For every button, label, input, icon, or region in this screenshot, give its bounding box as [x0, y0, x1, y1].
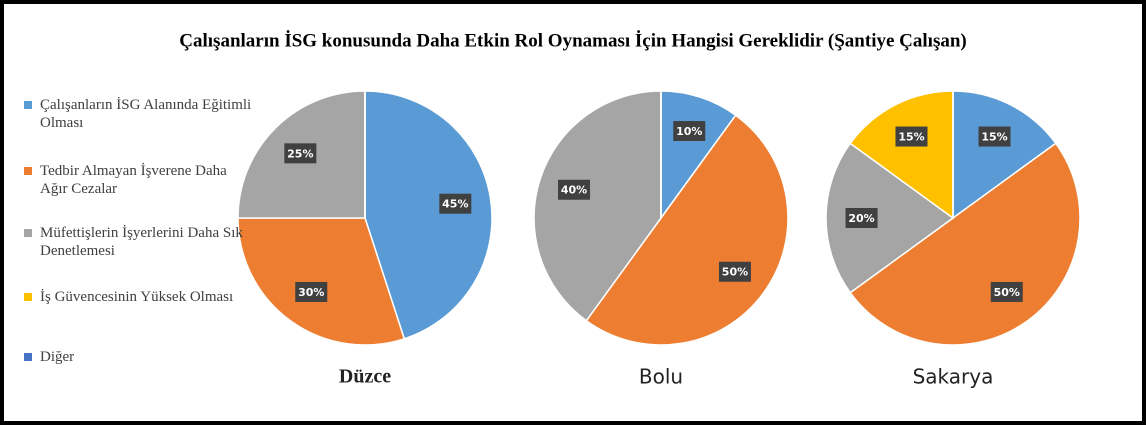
legend-swatch: [24, 101, 32, 109]
pie-title: Bolu: [639, 365, 683, 389]
pie-slice: [237, 217, 406, 346]
value-label: 20%: [848, 212, 874, 225]
value-label-bg: [295, 281, 328, 302]
value-label-bg: [718, 261, 751, 282]
legend-label: Çalışanların İSG Alanında Eğitimli Olmas…: [40, 97, 252, 131]
value-label-bg: [439, 193, 472, 214]
pie-slice: [825, 142, 955, 294]
value-label-bg: [673, 121, 706, 142]
legend-swatch: [24, 353, 32, 361]
legend-label: Tedbir Almayan İşverene Daha Ağır Cezala…: [40, 163, 227, 197]
pie-slice: [585, 114, 789, 346]
value-label-bg: [845, 208, 878, 228]
legend-item: Çalışanların İSG Alanında Eğitimli Olmas…: [24, 96, 255, 132]
legend-swatch: [24, 167, 32, 175]
pie-title: Sakarya: [913, 365, 994, 389]
pie-title: Düzce: [339, 366, 391, 388]
value-label-bg: [558, 179, 591, 200]
value-label-bg: [990, 281, 1023, 302]
legend-label: İş Güvencesinin Yüksek Olması: [40, 289, 234, 305]
value-label-bg: [978, 126, 1011, 147]
pie-slice: [849, 90, 954, 220]
value-label-bg: [284, 143, 317, 164]
value-label: 15%: [981, 131, 1007, 144]
legend-label: Müfettişlerin İşyerlerini Daha Sık Denet…: [40, 225, 243, 259]
legend-item: Müfettişlerin İşyerlerini Daha Sık Denet…: [24, 224, 255, 260]
chart-title: Çalışanların İSG konusunda Daha Etkin Ro…: [179, 30, 966, 51]
value-label: 50%: [722, 266, 748, 279]
legend-item: İş Güvencesinin Yüksek Olması: [24, 288, 255, 306]
value-label: 40%: [561, 184, 587, 197]
value-label: 30%: [298, 286, 324, 299]
value-label-bg: [895, 126, 928, 147]
pie-slice: [533, 90, 662, 322]
legend-swatch: [24, 293, 32, 301]
value-label: 15%: [898, 131, 924, 144]
legend-swatch: [24, 229, 32, 237]
chart: Çalışanların İSG konusunda Daha Etkin Ro…: [179, 30, 1081, 389]
pie-slice: [364, 90, 493, 340]
legend-item: Diğer: [24, 348, 255, 366]
legend-item: Tedbir Almayan İşverene Daha Ağır Cezala…: [24, 162, 255, 198]
value-label: 50%: [994, 286, 1020, 299]
pie-slice: [952, 90, 1057, 220]
value-label: 25%: [287, 147, 313, 160]
legend-label: Diğer: [40, 349, 75, 365]
value-label: 45%: [442, 198, 468, 211]
value-label: 10%: [676, 125, 702, 138]
